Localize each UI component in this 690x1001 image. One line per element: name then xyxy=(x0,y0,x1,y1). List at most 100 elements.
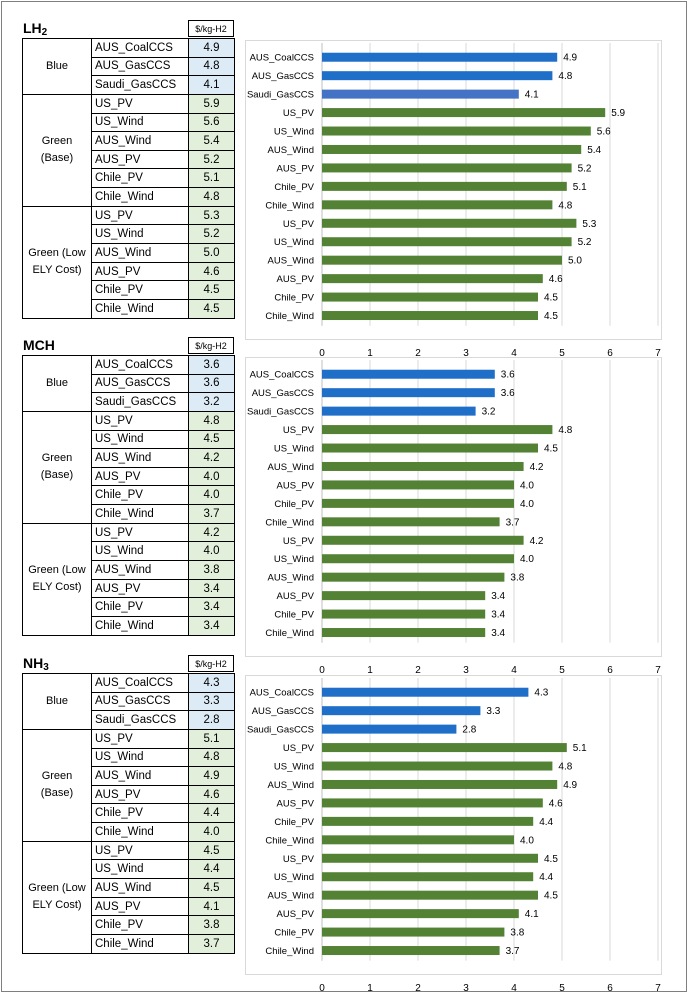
bar xyxy=(322,388,495,398)
group-label: Green (Base) xyxy=(22,410,92,524)
bar-value-label: 4.8 xyxy=(558,762,572,773)
source-name: AUS_PV xyxy=(91,896,189,917)
category-label: Chile_PV xyxy=(274,182,314,193)
bar-value-label: 4.0 xyxy=(520,499,534,510)
cost-value: 3.8 xyxy=(188,915,235,935)
bar-value-label: 4.0 xyxy=(520,835,534,846)
bar-value-label: 4.9 xyxy=(563,780,577,791)
category-label: AUS_Wind xyxy=(268,256,314,267)
category-label: US_PV xyxy=(283,743,315,754)
table-row: Blue AUS_CoalCCS 4.9 xyxy=(22,38,235,95)
table-row: AUS_Wind 4.5 xyxy=(23,878,235,898)
category-label: Saudi_GasCCS xyxy=(247,407,314,418)
cost-value: 4.5 xyxy=(188,840,235,861)
category-label: Chile_PV xyxy=(274,928,314,939)
category-label: Chile_PV xyxy=(274,610,314,621)
source-name: Chile_Wind xyxy=(91,933,189,954)
group-label-line: (Base) xyxy=(40,152,74,165)
source-name: US_PV xyxy=(91,205,189,226)
x-tick-label: 4 xyxy=(511,665,517,676)
cost-value: 5.0 xyxy=(188,243,235,263)
bar-value-label: 5.1 xyxy=(573,182,587,193)
lh2-title-main: LH xyxy=(23,20,42,36)
table-row: AUS_Wind 4.9 xyxy=(23,766,235,786)
source-name: AUS_PV xyxy=(91,261,189,282)
category-label: AUS_GasCCS xyxy=(252,706,314,717)
source-name: AUS_Wind xyxy=(91,878,189,898)
bar-value-label: 3.6 xyxy=(501,388,515,399)
bar xyxy=(322,872,534,882)
bar xyxy=(322,498,514,508)
table-row: Chile_Wind 4.8 xyxy=(23,187,235,207)
bar xyxy=(322,52,558,62)
source-name: US_Wind xyxy=(91,224,189,245)
group-label: Green (Base) xyxy=(22,93,92,207)
group-label-line: ELY Cost) xyxy=(32,899,82,912)
source-name: Chile_Wind xyxy=(91,504,189,524)
cost-value: 4.2 xyxy=(188,448,235,468)
table-row: Chile_PV 3.8 xyxy=(23,915,235,935)
bar-value-label: 3.4 xyxy=(491,610,505,621)
x-tick-label: 2 xyxy=(415,983,421,994)
lh2-title: LH2 xyxy=(23,20,48,38)
bar xyxy=(322,108,606,118)
category-label: AUS_Wind xyxy=(268,573,314,584)
lh2-bar-chart: 0 1 2 3 4 5 6 7 AUS_CoalCCS 4.9 AUS_GasCCS 4.8 Saudi… xyxy=(245,40,662,359)
category-label: AUS_PV xyxy=(277,798,315,809)
bar xyxy=(322,163,572,173)
category-label: AUS_GasCCS xyxy=(252,71,314,82)
x-tick-label: 7 xyxy=(655,983,661,994)
source-name: Chile_PV xyxy=(91,803,189,824)
group-label-line: Green xyxy=(41,770,73,783)
bar xyxy=(322,628,486,638)
bar-value-label: 5.4 xyxy=(587,145,601,156)
bar-value-label: 5.2 xyxy=(578,237,592,248)
category-label: Chile_PV xyxy=(274,817,314,828)
source-name: Saudi_GasCCS xyxy=(91,75,189,95)
bar xyxy=(322,909,519,919)
bar xyxy=(322,200,553,210)
source-name: AUS_CoalCCS xyxy=(91,355,189,375)
source-name: AUS_PV xyxy=(91,466,189,487)
nh3-unit-header: $/kg-H2 xyxy=(188,655,234,672)
group-label-line: Blue xyxy=(45,376,69,389)
bar xyxy=(322,591,486,601)
group-label-line: Blue xyxy=(45,59,69,72)
bar-value-label: 4.5 xyxy=(544,293,558,304)
x-tick-label: 3 xyxy=(463,983,469,994)
bar-value-label: 4.8 xyxy=(558,425,572,436)
category-label: US_PV xyxy=(283,854,315,865)
bar-value-label: 3.7 xyxy=(506,517,520,528)
x-tick-label: 1 xyxy=(367,348,373,359)
bar-value-label: 3.3 xyxy=(486,706,500,717)
source-name: US_Wind xyxy=(91,747,189,768)
category-label: US_Wind xyxy=(274,127,314,138)
lh2-title-subscript: 2 xyxy=(41,27,48,38)
category-label: AUS_PV xyxy=(277,163,315,174)
cost-value: 4.2 xyxy=(188,522,235,543)
cost-value: 3.4 xyxy=(188,615,235,636)
bar-value-label: 3.6 xyxy=(501,370,515,381)
bar-value-label: 5.3 xyxy=(582,219,596,230)
category-label: Saudi_GasCCS xyxy=(247,90,314,101)
bar-value-label: 3.4 xyxy=(491,591,505,602)
cost-value: 3.6 xyxy=(188,373,235,394)
table-row: Blue AUS_CoalCCS 4.3 xyxy=(22,673,235,730)
x-tick-label: 2 xyxy=(415,665,421,676)
cost-value: 4.1 xyxy=(188,896,235,917)
bar-value-label: 5.0 xyxy=(568,256,582,267)
category-label: US_PV xyxy=(283,108,315,119)
bar-value-label: 4.5 xyxy=(544,444,558,455)
bar xyxy=(322,890,538,900)
source-name: AUS_Wind xyxy=(91,448,189,468)
x-tick-label: 3 xyxy=(463,348,469,359)
source-name: Chile_PV xyxy=(91,280,189,300)
group-label-line: Green (Low xyxy=(28,564,86,577)
source-name: US_PV xyxy=(91,728,189,749)
cost-value: 5.6 xyxy=(188,112,235,133)
category-label: US_PV xyxy=(283,536,315,547)
category-label: Chile_PV xyxy=(274,293,314,304)
mch-unit-header: $/kg-H2 xyxy=(188,337,234,354)
table-row: Green (Low ELY Cost) US_PV 4.5 xyxy=(22,840,235,954)
